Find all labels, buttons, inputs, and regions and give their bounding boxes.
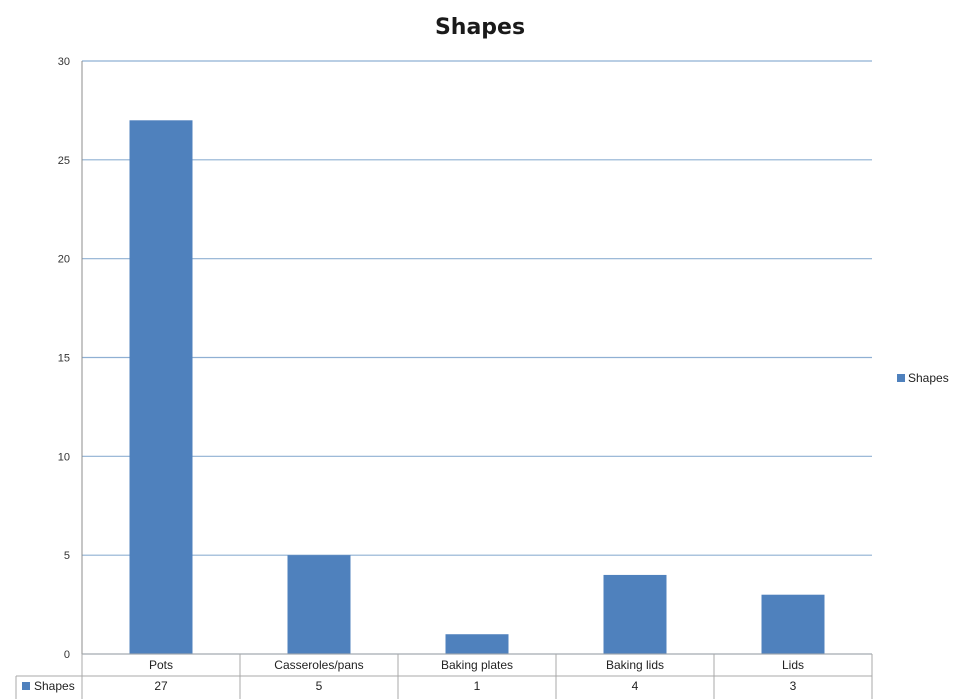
data-label: 4 [632, 679, 639, 693]
bars [129, 120, 825, 655]
legend: Shapes [897, 371, 949, 385]
bar [287, 555, 351, 654]
bar [445, 634, 509, 654]
y-tick-label: 15 [58, 353, 70, 365]
x-tick-label: Casseroles/pans [274, 658, 363, 672]
legend-key [897, 374, 905, 382]
table-series-label: Shapes [34, 679, 75, 693]
x-tick-label: Pots [149, 658, 173, 672]
data-label: 5 [316, 679, 323, 693]
y-tick-label: 30 [58, 56, 70, 68]
legend-label: Shapes [908, 371, 949, 385]
x-tick-label: Baking lids [606, 658, 664, 672]
data-label: 1 [474, 679, 481, 693]
y-tick-label: 20 [58, 254, 70, 266]
gridlines [82, 60, 872, 655]
data-label: 3 [790, 679, 797, 693]
bar [761, 594, 825, 654]
bar [129, 120, 193, 655]
x-tick-label: Lids [782, 658, 804, 672]
table-legend-key [22, 682, 30, 690]
x-tick-label: Baking plates [441, 658, 513, 672]
y-tick-label: 0 [64, 649, 70, 661]
data-label: 27 [154, 679, 168, 693]
bar [603, 574, 667, 654]
data-table: Pots Casseroles/pans Baking plates Baking l… [15, 653, 873, 699]
y-tick-label: 25 [58, 155, 70, 167]
y-axis: 0 5 10 15 20 25 30 [58, 56, 83, 661]
chart-title: Shapes [435, 15, 525, 40]
y-tick-label: 10 [58, 451, 70, 463]
y-tick-label: 5 [64, 550, 70, 562]
